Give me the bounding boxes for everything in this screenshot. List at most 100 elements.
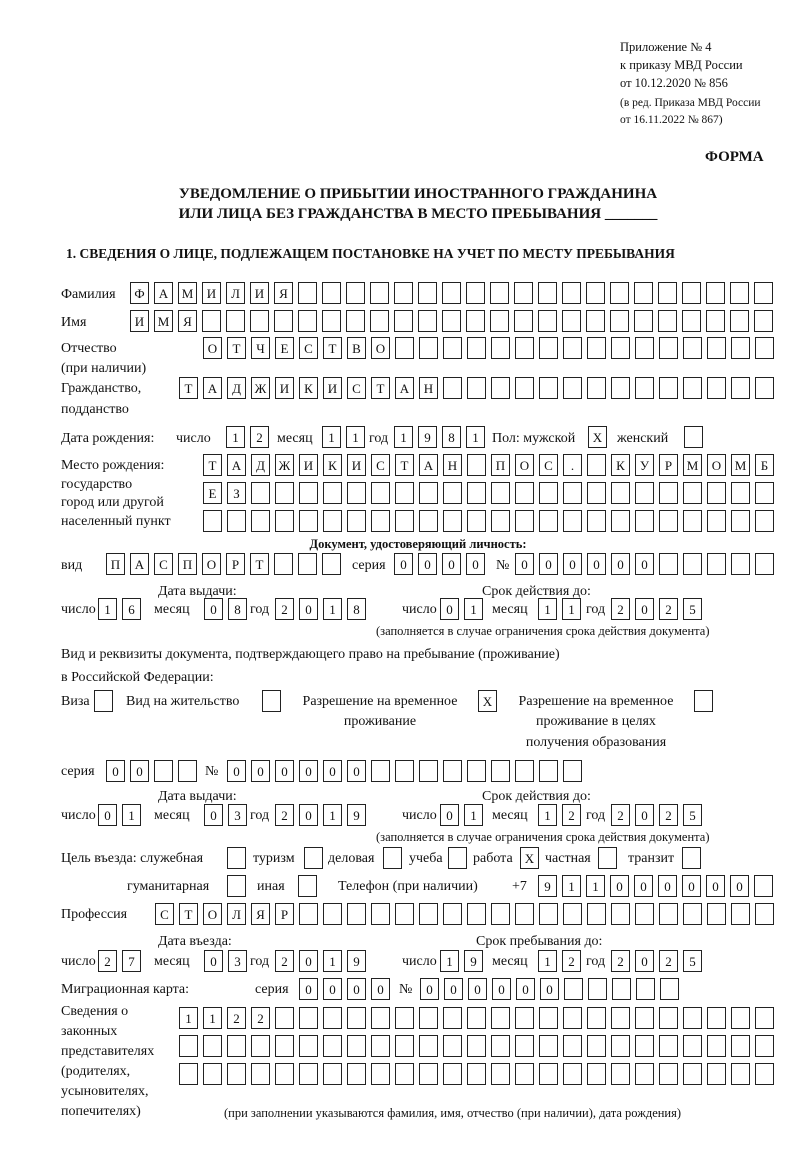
char-box[interactable]: Т — [203, 454, 222, 476]
char-box[interactable]: 1 — [394, 426, 413, 448]
char-box[interactable] — [635, 1007, 654, 1029]
char-box[interactable]: М — [731, 454, 750, 476]
char-box[interactable]: 0 — [347, 760, 366, 782]
char-box[interactable]: 6 — [122, 598, 141, 620]
char-box[interactable] — [707, 1063, 726, 1085]
char-box[interactable] — [395, 1007, 414, 1029]
char-box[interactable] — [347, 482, 366, 504]
char-box[interactable] — [371, 760, 390, 782]
char-box[interactable] — [539, 760, 558, 782]
char-box[interactable]: 8 — [442, 426, 461, 448]
char-box[interactable] — [227, 847, 246, 869]
char-box[interactable]: 2 — [275, 598, 294, 620]
char-box[interactable] — [299, 482, 318, 504]
char-box[interactable] — [755, 553, 774, 575]
char-box[interactable] — [539, 482, 558, 504]
char-box[interactable] — [418, 282, 437, 304]
char-box[interactable]: 0 — [442, 553, 461, 575]
char-box[interactable]: Р — [275, 903, 294, 925]
char-box[interactable] — [226, 310, 245, 332]
char-box[interactable] — [371, 1007, 390, 1029]
char-box[interactable] — [658, 282, 677, 304]
char-box[interactable] — [323, 1063, 342, 1085]
char-box[interactable] — [682, 847, 701, 869]
char-box[interactable]: Т — [371, 377, 390, 399]
char-box[interactable] — [322, 282, 341, 304]
char-box[interactable] — [395, 760, 414, 782]
char-box[interactable]: 0 — [251, 760, 270, 782]
char-box[interactable] — [659, 1063, 678, 1085]
char-box[interactable]: 1 — [466, 426, 485, 448]
char-box[interactable]: 0 — [299, 950, 318, 972]
char-box[interactable] — [539, 1035, 558, 1057]
char-box[interactable]: Я — [274, 282, 293, 304]
char-box[interactable]: Я — [251, 903, 270, 925]
char-box[interactable]: 0 — [682, 875, 701, 897]
char-box[interactable] — [346, 282, 365, 304]
char-box[interactable] — [683, 337, 702, 359]
char-box[interactable] — [491, 1063, 510, 1085]
visa-checkbox[interactable] — [94, 690, 113, 712]
char-box[interactable]: 0 — [610, 875, 629, 897]
char-box[interactable]: 1 — [323, 950, 342, 972]
char-box[interactable] — [491, 760, 510, 782]
char-box[interactable]: С — [371, 454, 390, 476]
char-box[interactable]: П — [106, 553, 125, 575]
char-box[interactable]: 2 — [275, 950, 294, 972]
char-box[interactable] — [587, 482, 606, 504]
char-box[interactable]: 3 — [228, 804, 247, 826]
char-box[interactable]: 1 — [226, 426, 245, 448]
char-box[interactable]: 0 — [204, 950, 223, 972]
char-box[interactable]: 9 — [347, 804, 366, 826]
char-box[interactable] — [563, 1007, 582, 1029]
char-box[interactable]: С — [299, 337, 318, 359]
char-box[interactable] — [731, 337, 750, 359]
char-box[interactable] — [515, 1035, 534, 1057]
char-box[interactable] — [539, 1063, 558, 1085]
char-box[interactable] — [658, 310, 677, 332]
char-box[interactable] — [395, 1035, 414, 1057]
char-box[interactable] — [586, 310, 605, 332]
char-box[interactable] — [274, 310, 293, 332]
char-box[interactable]: 1 — [179, 1007, 198, 1029]
char-box[interactable] — [563, 482, 582, 504]
char-box[interactable]: А — [203, 377, 222, 399]
char-box[interactable] — [227, 510, 246, 532]
char-box[interactable]: И — [130, 310, 149, 332]
char-box[interactable]: Б — [755, 454, 774, 476]
char-box[interactable] — [466, 282, 485, 304]
char-box[interactable]: Е — [275, 337, 294, 359]
char-box[interactable] — [706, 310, 725, 332]
char-box[interactable] — [730, 310, 749, 332]
char-box[interactable] — [682, 310, 701, 332]
char-box[interactable]: 0 — [204, 804, 223, 826]
char-box[interactable] — [563, 377, 582, 399]
char-box[interactable] — [587, 510, 606, 532]
char-box[interactable] — [395, 482, 414, 504]
char-box[interactable]: Р — [659, 454, 678, 476]
char-box[interactable]: 0 — [492, 978, 511, 1000]
purpose-other-checkbox[interactable] — [298, 875, 317, 897]
char-box[interactable]: 0 — [299, 804, 318, 826]
char-box[interactable]: 1 — [464, 598, 483, 620]
char-box[interactable] — [467, 510, 486, 532]
char-box[interactable] — [394, 310, 413, 332]
char-box[interactable]: У — [635, 454, 654, 476]
char-box[interactable]: 1 — [346, 426, 365, 448]
char-box[interactable] — [634, 310, 653, 332]
char-box[interactable]: К — [611, 454, 630, 476]
char-box[interactable] — [275, 510, 294, 532]
char-box[interactable]: 1 — [538, 804, 557, 826]
char-box[interactable] — [491, 482, 510, 504]
char-box[interactable]: А — [154, 282, 173, 304]
char-box[interactable]: 0 — [587, 553, 606, 575]
